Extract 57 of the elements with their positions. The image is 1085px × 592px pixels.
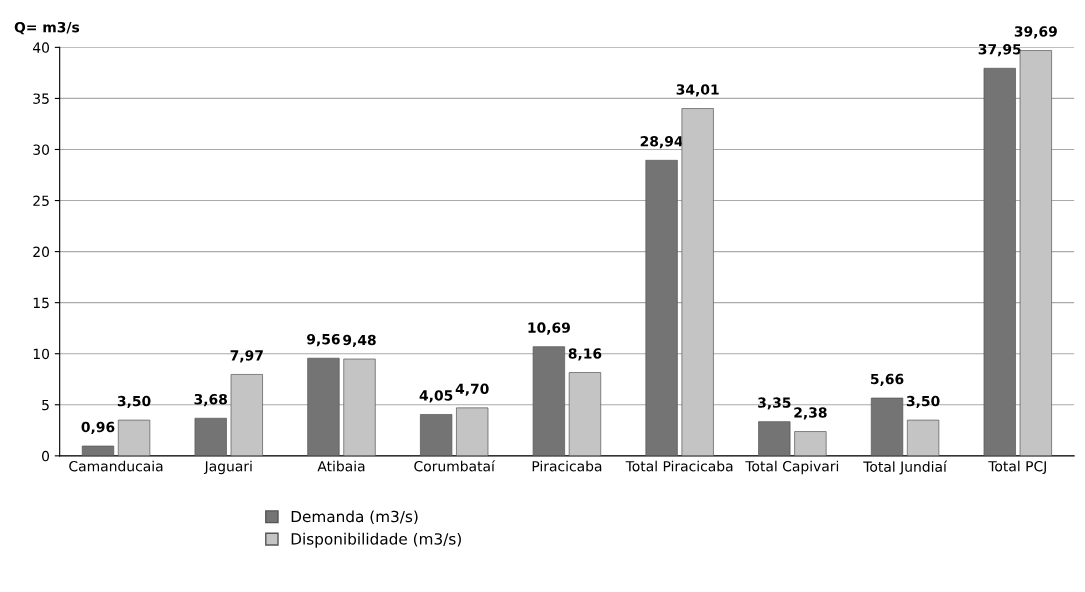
bar (870, 397, 904, 456)
data-label: 3,50 (906, 395, 940, 409)
data-label: 3,68 (194, 393, 227, 407)
bar (1019, 50, 1052, 456)
x-tick-label: Total Piracicaba (625, 460, 733, 472)
x-tick-label: Corumbataí (414, 460, 496, 472)
data-label: 10,69 (528, 322, 570, 335)
data-label: 0,96 (81, 421, 115, 435)
data-label: 34,01 (676, 84, 719, 97)
x-tick-label: Atibaia (317, 460, 365, 472)
data-label: 28,94 (640, 136, 683, 149)
bar (532, 346, 566, 456)
y-tick-label: 30 (33, 144, 50, 155)
x-tick-label: Camanducaia (69, 460, 163, 472)
bar (81, 445, 115, 456)
bar (194, 417, 227, 456)
data-label: 9,56 (307, 333, 340, 347)
bar (906, 419, 940, 456)
y-tick-label: 35 (33, 93, 49, 104)
data-label: 9,48 (343, 334, 376, 347)
data-label: 5,66 (870, 373, 904, 387)
bar (983, 67, 1016, 456)
bar (230, 374, 263, 456)
legend-label: Disponibilidade (m3/s) (291, 532, 461, 548)
y-tick-label: 25 (33, 195, 49, 207)
bar (794, 431, 827, 456)
x-tick-label: Total Jundiaí (863, 460, 948, 475)
x-tick-label: Piracicaba (532, 460, 602, 472)
bar (758, 421, 791, 456)
bar (420, 414, 453, 456)
data-label: 7,97 (230, 350, 263, 363)
y-tick-label: 40 (32, 42, 50, 53)
x-tick-label: Total Capivari (745, 460, 839, 475)
data-label: 4,70 (455, 383, 489, 396)
y-tick-label: 5 (42, 399, 49, 411)
data-label: 3,35 (758, 397, 791, 410)
bar (568, 372, 602, 456)
bar (456, 407, 489, 456)
data-label: 2,38 (794, 407, 827, 420)
data-label: 37,95 (978, 43, 1021, 57)
legend-label: Demanda (m3/s) (291, 510, 418, 525)
x-tick-label: Jaguari (203, 460, 252, 475)
data-label: 39,69 (1014, 26, 1057, 39)
bar (117, 419, 151, 456)
y-tick-label: 15 (33, 297, 49, 309)
bar (681, 108, 714, 456)
data-label: 8,16 (568, 348, 602, 361)
bar (343, 358, 376, 456)
y-tick-label: 20 (33, 246, 50, 258)
data-label: 4,05 (419, 390, 453, 403)
bar (645, 159, 678, 456)
bar (307, 357, 340, 456)
data-label: 3,50 (117, 395, 151, 409)
y-axis-title: Q= m3/s (14, 21, 80, 35)
x-tick-label: Total PCJ (988, 460, 1046, 475)
y-tick-label: 0 (42, 450, 50, 462)
y-tick-label: 10 (33, 348, 50, 360)
